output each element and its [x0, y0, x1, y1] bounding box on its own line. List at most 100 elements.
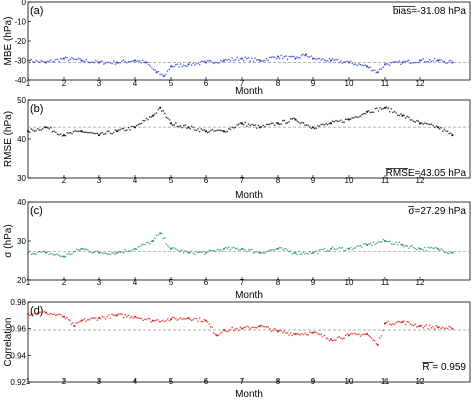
data-point-dense [163, 320, 166, 323]
data-point-dense [101, 131, 104, 134]
data-point-dense [194, 64, 196, 66]
data-point-dense [40, 60, 42, 62]
x-tick-label: 4 [133, 176, 138, 185]
x-tick-label: 2 [62, 79, 67, 88]
data-point-dense [99, 132, 102, 135]
data-point-dense [228, 127, 230, 130]
data-point-dense [154, 69, 156, 71]
data-point-dense [354, 246, 357, 249]
data-point-dense [375, 342, 378, 345]
x-tick-label: 7 [240, 377, 245, 386]
data-point-dense [195, 251, 198, 253]
data-point-dense [398, 320, 401, 323]
data-point [162, 75, 165, 78]
data-point-dense [95, 59, 97, 62]
data-point-dense [202, 129, 204, 131]
x-tick-label: 10 [345, 79, 354, 88]
y-axis-label: MBE (hPa) [3, 17, 14, 66]
data-point-dense [309, 126, 311, 128]
data-point [204, 130, 208, 133]
data-point-dense [93, 317, 96, 319]
y-tick-label: -20 [14, 37, 26, 46]
data-point-dense [273, 56, 276, 59]
data-point [133, 126, 137, 129]
data-point-dense [38, 250, 41, 253]
data-point-dense [127, 314, 130, 317]
data-point-dense [117, 251, 120, 253]
data-point-dense [414, 323, 417, 326]
data-point-dense [427, 60, 429, 63]
x-tick-label: 9 [311, 278, 316, 287]
data-point-dense [371, 111, 373, 114]
data-point-dense [148, 63, 150, 66]
data-point-dense [96, 250, 99, 252]
data-point-dense [358, 63, 360, 65]
data-point-dense [246, 250, 248, 253]
data-point-dense [395, 112, 397, 114]
data-point-dense [56, 58, 59, 61]
data-point-dense [214, 333, 217, 336]
data-point-dense [351, 62, 354, 65]
stat-label: RMSE=43.05 hPa [386, 168, 467, 179]
data-point-dense [203, 60, 206, 62]
data-point-dense [101, 315, 104, 318]
data-point-dense [38, 311, 41, 314]
data-point-dense [438, 326, 441, 328]
data-point-dense [322, 248, 324, 251]
data-point-dense [154, 113, 156, 115]
data-point-dense [269, 327, 271, 330]
data-point-dense [435, 324, 438, 327]
data-point-dense [59, 57, 62, 60]
data-point-dense [286, 331, 289, 334]
data-point-dense [438, 59, 441, 61]
data-point [169, 247, 173, 250]
data-point-dense [155, 234, 158, 237]
data-point [329, 338, 333, 341]
data-point-dense [139, 123, 141, 125]
data-point-dense [374, 243, 376, 246]
data-point-dense [50, 252, 52, 255]
data-point-dense [440, 59, 443, 61]
data-point-dense [420, 59, 423, 61]
data-point [80, 247, 83, 250]
data-point-dense [127, 126, 130, 129]
data-point-dense [50, 312, 52, 315]
data-point-dense [251, 248, 253, 251]
data-point-dense [300, 54, 303, 57]
data-point-dense [90, 61, 92, 64]
data-point-dense [272, 329, 274, 332]
data-point-dense [252, 60, 255, 62]
data-point-dense [246, 325, 248, 328]
data-point [187, 63, 190, 66]
data-point-dense [28, 61, 31, 64]
data-point [294, 57, 297, 60]
data-point-dense [373, 339, 376, 342]
x-axis-label: Month [235, 290, 263, 301]
data-point-dense [388, 323, 391, 325]
data-point-dense [377, 110, 380, 112]
data-point-dense [429, 324, 431, 326]
y-tick-label: 40 [17, 198, 26, 207]
data-point [418, 247, 422, 250]
data-point-dense [74, 130, 76, 132]
data-point-dense [87, 249, 89, 251]
data-point-dense [273, 327, 276, 330]
x-tick-label: 9 [311, 176, 316, 185]
data-point-dense [154, 237, 156, 239]
y-tick-label: 0 [22, 0, 27, 7]
data-point-dense [443, 128, 446, 131]
data-point [62, 315, 66, 318]
data-point-dense [260, 126, 263, 128]
data-point-dense [139, 317, 141, 320]
data-point [276, 122, 280, 125]
data-point-dense [420, 324, 423, 327]
data-point-dense [176, 319, 179, 321]
x-tick-label: 5 [169, 79, 174, 88]
data-point-dense [64, 317, 67, 320]
data-point-dense [162, 109, 165, 112]
data-point-dense [127, 60, 130, 63]
data-point-dense [349, 118, 352, 120]
data-point-dense [217, 334, 220, 337]
data-point-dense [361, 246, 363, 249]
x-tick-label: 9 [311, 377, 316, 386]
